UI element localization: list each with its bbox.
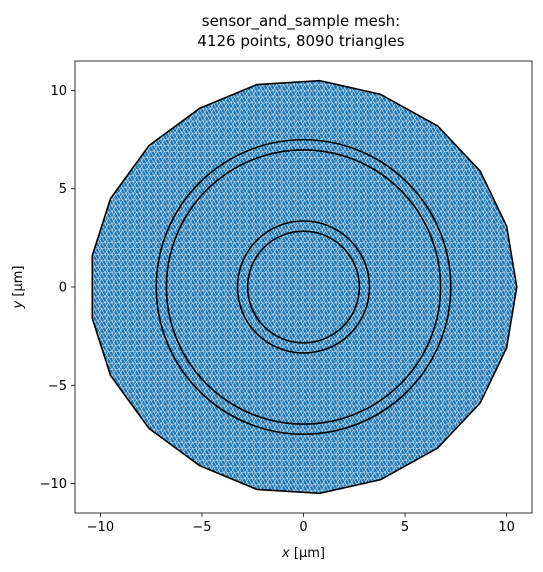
outer-boundary — [91, 79, 518, 495]
y-tick-label: 5 — [59, 182, 67, 197]
axis-ticks: −10 −5 0 5 10 −10 −5 0 5 10 — [40, 84, 515, 535]
x-tick-label: 5 — [401, 520, 409, 535]
y-tick-label: −10 — [40, 477, 67, 492]
x-tick-label: −10 — [87, 520, 114, 535]
chart-title-line1: sensor_and_sample mesh: — [202, 12, 400, 31]
x-tick-label: 0 — [299, 520, 307, 535]
x-axis-label: x [µm] — [281, 546, 325, 561]
y-tick-label: −5 — [48, 379, 67, 394]
boundary-circle-1 — [155, 138, 452, 436]
boundary-circle-3 — [236, 220, 371, 354]
plot-area — [91, 79, 518, 495]
boundary-circle-4 — [246, 230, 361, 344]
x-axis-var: x — [281, 546, 290, 561]
y-tick-label: 10 — [50, 84, 67, 99]
x-axis-unit: [µm] — [290, 546, 325, 561]
x-tick-label: 10 — [498, 520, 515, 535]
y-axis-unit: [µm] — [11, 266, 26, 301]
y-tick-label: 0 — [59, 281, 67, 296]
y-axis-label: y [µm] — [11, 266, 26, 310]
boundary-circle-2 — [165, 149, 442, 425]
x-tick-label: −5 — [192, 520, 211, 535]
chart-title-line2: 4126 points, 8090 triangles — [197, 32, 404, 50]
y-axis-var: y — [11, 300, 26, 309]
